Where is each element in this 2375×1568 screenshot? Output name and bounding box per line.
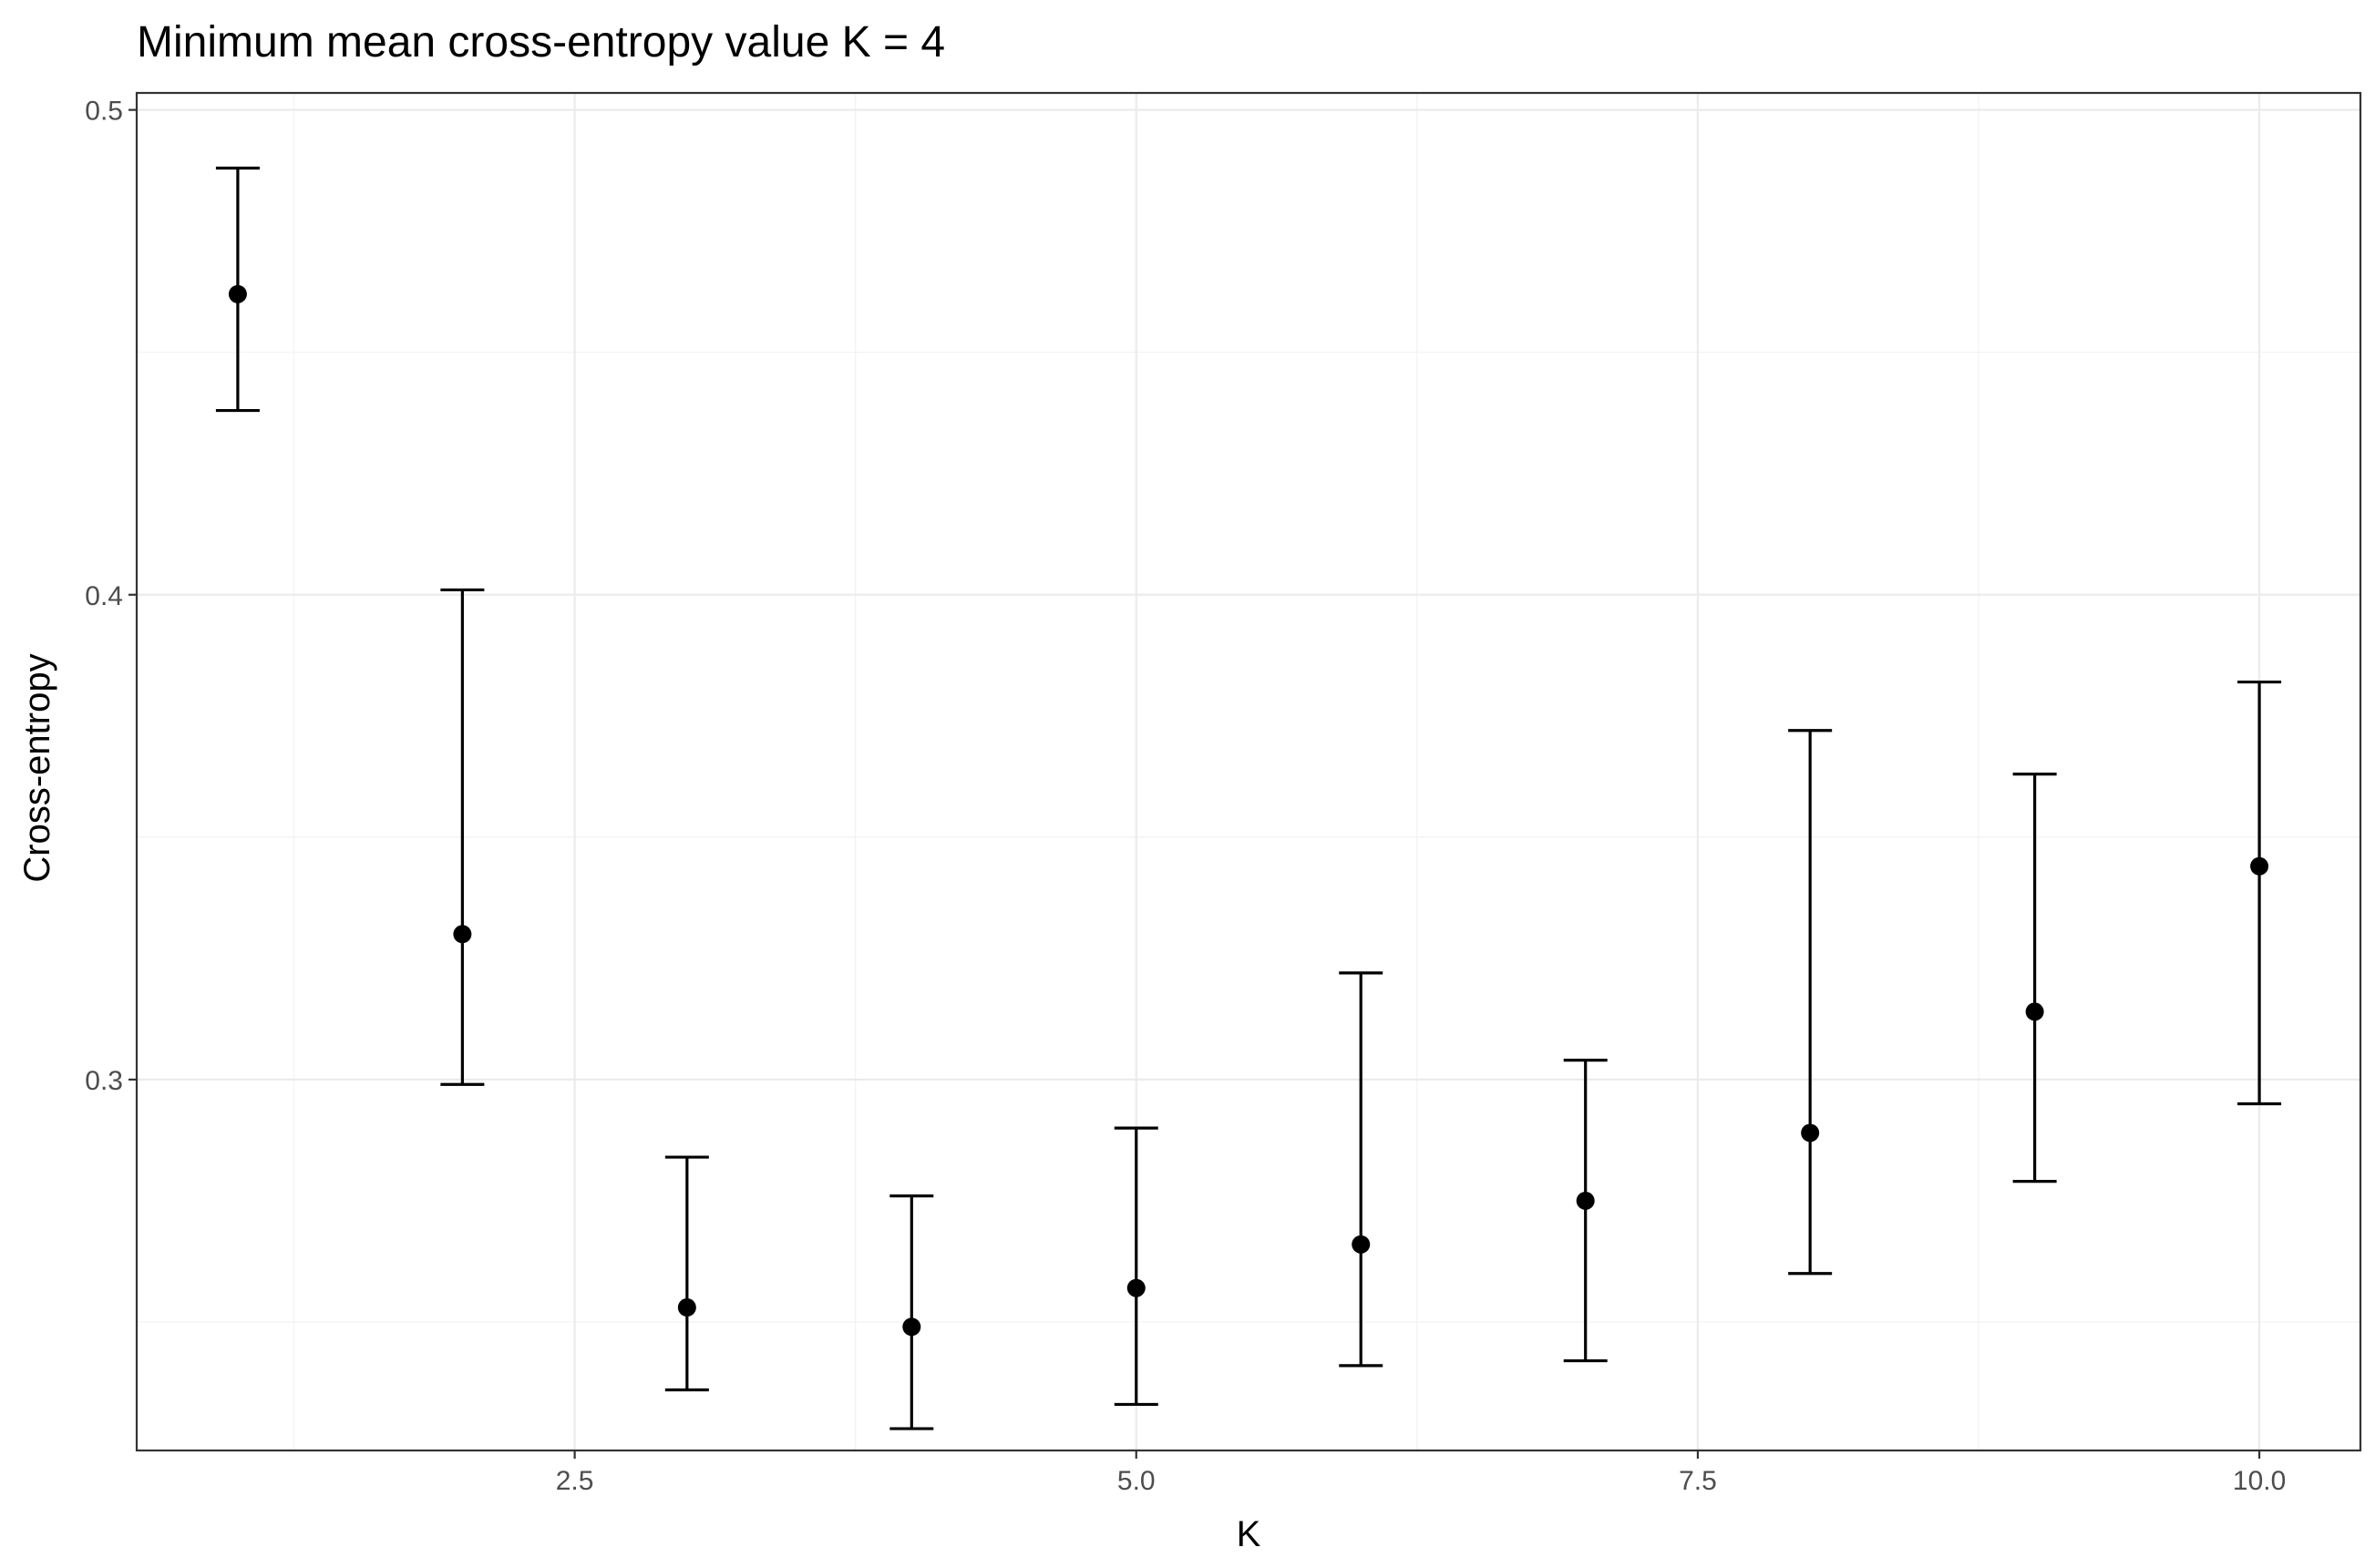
grid bbox=[137, 93, 2360, 1450]
y-axis-title: Cross-entropy bbox=[17, 653, 57, 882]
errorbar-group bbox=[2012, 773, 2057, 1184]
data-point bbox=[453, 925, 472, 944]
axes: 2.5 5.0 7.5 10.0 0.3 0.4 0.5 bbox=[85, 91, 2362, 1496]
y-tick-label: 0.4 bbox=[85, 581, 123, 611]
errorbar-group bbox=[889, 1194, 934, 1430]
data-point bbox=[902, 1317, 921, 1337]
data-point bbox=[228, 284, 247, 303]
y-tick-label: 0.5 bbox=[85, 97, 123, 127]
panel-border bbox=[135, 91, 2362, 1452]
errorbar-group bbox=[664, 1155, 709, 1392]
x-tick-label: 7.5 bbox=[1679, 1466, 1717, 1496]
chart-title: Minimum mean cross-entropy value K = 4 bbox=[137, 18, 945, 67]
data-point bbox=[1576, 1191, 1595, 1210]
errorbar-group bbox=[2237, 680, 2282, 1106]
errorbar-group bbox=[1339, 971, 1383, 1368]
data-point bbox=[1801, 1123, 1820, 1143]
x-tick-label: 5.0 bbox=[1117, 1466, 1156, 1496]
data-point bbox=[2025, 1002, 2044, 1021]
data-point bbox=[2250, 856, 2269, 876]
errorbar-group bbox=[1563, 1059, 1608, 1363]
errorbar-group bbox=[215, 166, 260, 413]
errorbar-group bbox=[1114, 1126, 1158, 1407]
x-tick-label: 2.5 bbox=[556, 1466, 594, 1496]
x-tick-label: 10.0 bbox=[2233, 1466, 2286, 1496]
data-point bbox=[677, 1298, 696, 1317]
errorbar-group bbox=[1788, 729, 1833, 1276]
x-axis-title: K bbox=[1237, 1514, 1261, 1554]
data-point bbox=[1126, 1278, 1146, 1297]
y-tick-label: 0.3 bbox=[85, 1066, 123, 1096]
data-marks bbox=[215, 166, 2282, 1430]
data-point bbox=[1352, 1235, 1371, 1254]
errorbar-group bbox=[440, 588, 485, 1086]
